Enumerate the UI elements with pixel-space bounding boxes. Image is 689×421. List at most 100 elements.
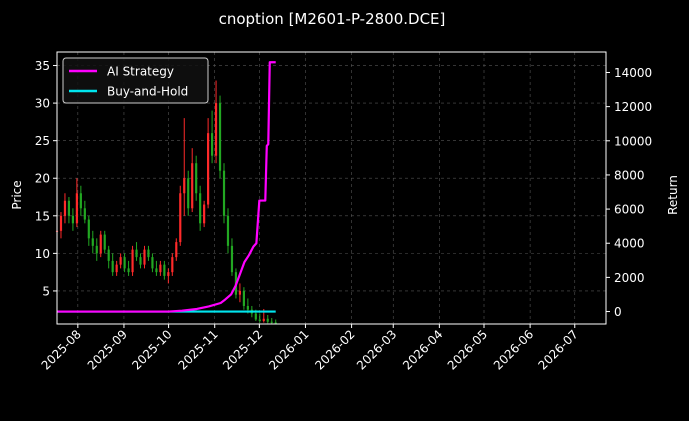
candle (111, 253, 114, 276)
y-left-tick-label: 5 (42, 284, 50, 298)
candle-body (151, 257, 154, 269)
candle-body (99, 234, 102, 254)
candle (79, 185, 82, 216)
y-axis-right-label: Return (666, 175, 680, 215)
candle (91, 230, 94, 254)
candle (155, 260, 158, 276)
y-right-tick-label: 4000 (614, 237, 645, 251)
candle (99, 230, 102, 258)
candle (179, 185, 182, 246)
candle-body (143, 249, 146, 265)
y-right-tick-label: 8000 (614, 168, 645, 182)
y-left-tick-label: 35 (35, 59, 50, 73)
candle-body (222, 170, 226, 216)
candle-body (87, 219, 90, 239)
candle (59, 212, 63, 239)
candle (167, 268, 170, 284)
candle (191, 148, 194, 213)
candle-body (123, 257, 126, 269)
candle (115, 260, 118, 276)
candle (107, 245, 110, 269)
candle-body (67, 200, 71, 216)
legend-item[interactable]: Buy-and-Hold (69, 85, 188, 99)
y-right-tick-label: 12000 (614, 100, 652, 114)
candle (175, 238, 178, 261)
candle (67, 197, 71, 224)
candle-body (119, 257, 122, 265)
candle-body (111, 260, 114, 273)
candle (143, 245, 146, 269)
candle (135, 242, 138, 261)
candle-body (79, 193, 82, 209)
candle (119, 253, 122, 269)
candle-body (131, 249, 134, 273)
candle-body (262, 318, 265, 321)
y-right-tick-label: 6000 (614, 203, 645, 217)
candle (242, 287, 245, 310)
candle (95, 238, 98, 261)
candle-body (179, 193, 182, 243)
candle-body (270, 321, 273, 323)
candle (210, 110, 214, 164)
series-line-ai-strategy (57, 61, 276, 313)
candle-body (163, 264, 166, 276)
candle (270, 317, 273, 324)
candle (159, 260, 162, 276)
candle-body (175, 242, 178, 258)
candle-body (91, 238, 94, 246)
candle-body (238, 290, 242, 295)
candle-body (155, 268, 158, 273)
candle (266, 314, 269, 324)
candle-body (258, 319, 261, 321)
candle (87, 215, 90, 246)
chart-title: cnoption [M2601-P-2800.DCE] (219, 10, 446, 28)
candle (75, 178, 78, 228)
y-left-tick-label: 10 (35, 247, 50, 261)
candle-body (254, 313, 257, 320)
y-left-tick-label: 25 (35, 134, 50, 148)
y-right-tick-label: 2000 (614, 271, 645, 285)
candle-body (147, 249, 150, 258)
candle-body (171, 257, 174, 273)
candle (222, 163, 226, 224)
line-series (57, 61, 276, 313)
candle-body (218, 103, 222, 171)
y-axis-left-label: Price (10, 180, 24, 209)
legend-item[interactable]: AI Strategy (69, 65, 174, 79)
candle (230, 238, 234, 276)
candle (187, 170, 190, 216)
candle-body (103, 234, 106, 250)
candle (195, 155, 198, 201)
y-left-tick-label: 30 (35, 97, 50, 111)
candle-body (95, 245, 98, 254)
candle-body (246, 305, 249, 310)
candle (123, 253, 126, 273)
candle (226, 208, 230, 254)
candle (258, 313, 261, 323)
candle (103, 230, 106, 254)
candle-body (214, 103, 218, 156)
candle-body (115, 264, 118, 273)
candle-body (210, 133, 214, 156)
candle-body (195, 163, 198, 194)
candle-body (83, 208, 86, 220)
candle-body (135, 249, 138, 258)
candle (203, 200, 206, 228)
candle (127, 260, 130, 276)
y-right-tick-label: 10000 (614, 134, 652, 148)
candle (207, 118, 210, 209)
candle (71, 208, 74, 231)
legend[interactable]: AI Strategy Buy-and-Hold (62, 57, 209, 104)
y-left-tick-label: 15 (35, 209, 50, 223)
candle-body (274, 322, 277, 324)
candle (147, 245, 150, 261)
candle-body (203, 204, 206, 224)
candle-body (183, 178, 186, 194)
plot-frame (56, 51, 607, 325)
candle (274, 319, 277, 324)
legend-box (62, 57, 209, 104)
candle-body (226, 215, 230, 246)
candle (163, 260, 166, 280)
candle (131, 245, 134, 276)
candle (218, 95, 222, 179)
